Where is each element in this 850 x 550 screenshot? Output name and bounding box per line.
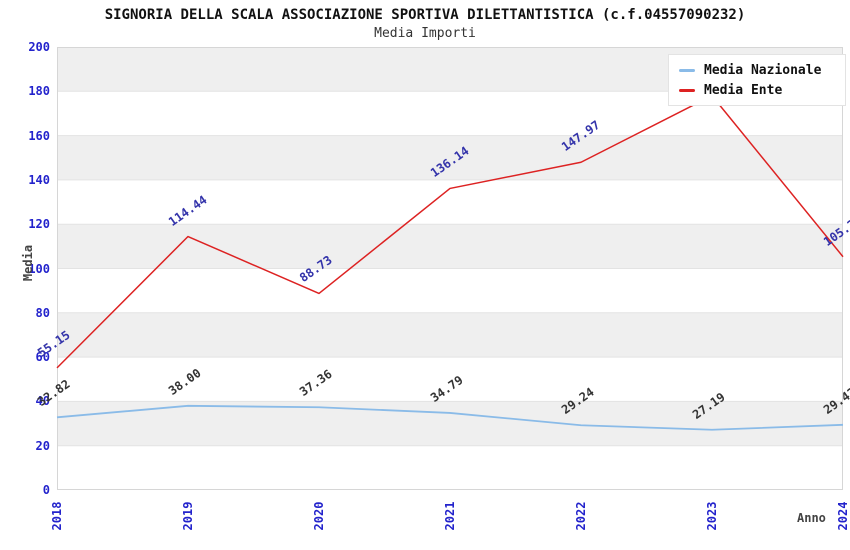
y-tick-label: 40 — [35, 394, 50, 409]
legend-label: Media Nazionale — [704, 62, 822, 78]
media-ente-line-swatch-icon — [679, 88, 695, 92]
y-tick-label: 100 — [28, 261, 50, 276]
legend-item-media-nazionale: Media Nazionale — [679, 62, 835, 78]
legend-label: Media Ente — [704, 82, 783, 98]
legend-item-media-ente: Media Ente — [679, 82, 835, 98]
y-tick-label: 160 — [28, 128, 50, 143]
x-tick-label: 2023 — [705, 501, 719, 531]
chart-subtitle: Media Importi — [374, 26, 476, 41]
media-nazionale-line-swatch-icon — [679, 68, 695, 72]
x-axis-title: Anno — [797, 511, 826, 525]
x-tick-label: 2024 — [836, 501, 850, 531]
y-tick-label: 200 — [28, 40, 50, 54]
y-axis-title: Media — [21, 244, 35, 282]
series-line-media-nazionale — [56, 404, 844, 431]
y-tick-label: 0 — [42, 483, 50, 497]
x-tick-label: 2022 — [574, 501, 588, 531]
plot-band — [57, 135, 843, 180]
y-tick-label: 180 — [28, 84, 50, 99]
x-tick-label: 2021 — [443, 501, 457, 531]
legend: Media Nazionale Media Ente — [669, 55, 845, 105]
y-tick-label: 60 — [35, 350, 50, 365]
chart-title: SIGNORIA DELLA SCALA ASSOCIAZIONE SPORTI… — [104, 7, 746, 23]
plot-border — [57, 47, 843, 490]
plot-band — [57, 312, 843, 358]
x-tick-label: 2019 — [181, 501, 195, 531]
plot-band — [57, 224, 843, 269]
x-tick-label: 2020 — [312, 501, 326, 531]
y-tick-label: 140 — [28, 172, 50, 187]
y-tick-label: 80 — [35, 305, 50, 320]
plot-band — [57, 401, 843, 446]
y-tick-label: 20 — [35, 438, 50, 453]
x-tick-label: 2018 — [50, 501, 64, 531]
y-tick-label: 120 — [28, 217, 50, 232]
